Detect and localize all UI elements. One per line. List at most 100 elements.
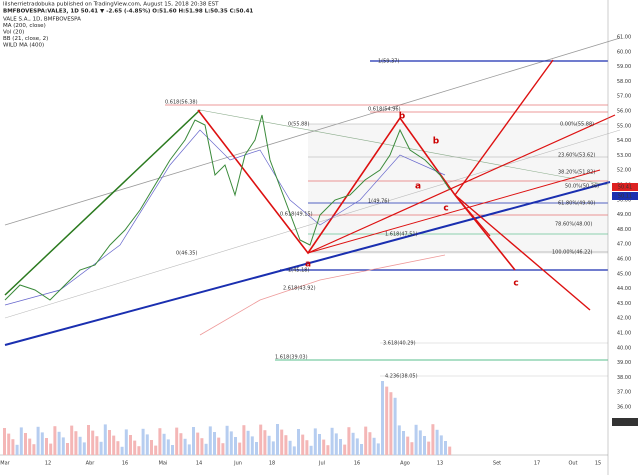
fib-label: 61.80%(49.40) [558,201,595,207]
fib-label: 100.00%(46.22) [552,250,593,256]
price-tick-label: 40.00 [617,345,631,351]
volume-bar [280,429,284,455]
volume-bar [339,439,342,455]
volume-bar [229,431,233,455]
volume-bar [246,430,250,455]
volume-bar [7,433,11,455]
volume-bar [318,434,321,455]
volume-bar [305,440,309,455]
fib-label: 4.236(38.05) [385,374,418,380]
volume-bar [448,446,452,455]
volume-bar [250,436,254,455]
volume-bar [133,440,137,455]
fib-label: 38.20%(51.82) [558,170,595,176]
volume-bar [292,446,296,455]
volume-bar [355,438,359,455]
price-tick-label: 50.00 [617,197,631,203]
volume-bar [381,381,384,455]
price-tick-label: 57.00 [617,94,631,100]
volume-bar [271,441,275,455]
volume-bar [103,424,107,455]
volume-bar [108,430,111,455]
volume-bar [28,438,32,455]
time-tick-label: 15 [595,461,601,467]
volume-bar [137,446,141,455]
volume-bar [423,436,426,455]
volume-bar [435,429,439,455]
volume-bar [150,440,153,455]
volume-bar [343,444,347,455]
volume-bar [259,424,263,455]
fib-label: 1(59.37) [378,59,399,65]
legend-item: VALE S.A., 1D, BMFBOVESPA [3,17,81,23]
volume-bar [78,436,82,455]
volume-bar [204,443,208,455]
fib-label: 0.00%(55.88) [560,122,594,128]
symbol-line: BMFBOVESPA:VALE3, 1D 50.41 ▼ -2.65 (-4.8… [3,9,253,15]
price-badge [612,183,638,191]
fib-label: 1.618(39.03) [275,355,308,361]
time-tick-label: Jun [233,461,242,467]
time-tick-label: Abr [86,461,96,467]
volume-bar [301,434,305,455]
volume-bar [225,425,229,455]
price-tick-label: 47.00 [617,242,631,248]
volume-bar [74,431,78,455]
fib-label: 2.618(43.92) [283,286,316,292]
volume-bar [334,433,338,455]
volume-bar [309,445,313,455]
wave-label: c [443,204,448,214]
volume-bar [175,427,179,455]
fib-label: 23.60%(53.62) [558,153,595,159]
price-tick-label: 38.00 [617,375,631,381]
volume-bar [124,429,128,455]
fib-label: 78.60%(48.00) [555,222,592,228]
volume-bar [288,440,292,455]
time-tick-label: 18 [269,461,275,467]
time-tick-label: 12 [45,461,51,467]
volume-bar [129,435,132,455]
fib-label: 0.618(56.38) [165,100,198,106]
wave-label: c [513,279,518,289]
price-tick-label: 55.00 [617,123,631,129]
volume-bar [66,443,69,455]
fib-label: 3.618(40.29) [383,341,416,347]
volume-bar [141,428,145,455]
volume-bar [19,427,23,455]
legend-item: BB (21, close, 2) [3,36,48,42]
price-tick-label: 39.00 [617,360,631,366]
volume-bar [402,431,405,455]
volume-bar [53,426,57,455]
volume-bar [427,441,431,455]
volume-bar [40,432,44,455]
volume-bar [91,430,95,455]
volume-bar [192,427,195,455]
volume-bar [221,443,225,455]
volume-bar [351,432,355,455]
time-tick-label: Out [568,461,577,467]
volume-bar [45,438,48,455]
volume-bar [297,429,300,455]
wave-label: b [433,137,440,147]
price-badge [612,418,638,426]
price-tick-label: 44.00 [617,286,631,292]
time-tick-label: Mai [159,461,168,467]
volume-bar [313,428,317,455]
volume-bar [179,433,183,455]
volume-bar [208,426,212,455]
price-tick-label: 53.00 [617,153,631,159]
price-tick-label: 56.00 [617,109,631,115]
volume-bar [187,444,191,455]
price-tick-label: 58.00 [617,79,631,85]
volume-bar [267,435,271,455]
fib-label: 0.618(49.15) [280,212,313,218]
volume-bar [213,432,216,455]
volume-bar [70,425,74,455]
volume-bar [322,439,326,455]
volume-bar [171,445,174,455]
volume-bar [397,425,401,455]
volume-bar [372,437,376,455]
volume-bar [389,392,393,455]
time-tick-label: 14 [196,461,202,467]
